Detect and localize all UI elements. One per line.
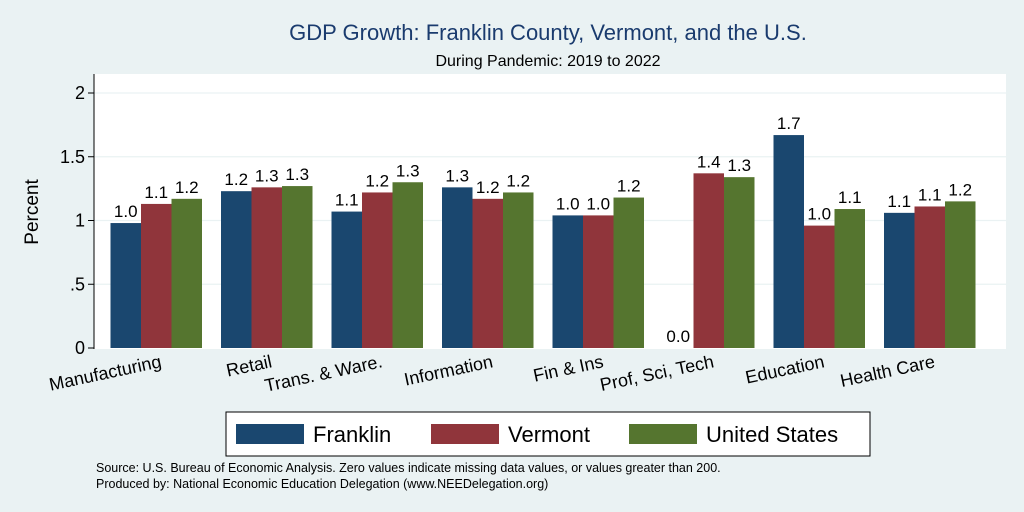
- value-label: 1.1: [918, 185, 942, 204]
- bar: [884, 212, 915, 348]
- source-note: Source: U.S. Bureau of Economic Analysis…: [96, 461, 721, 475]
- category-label: Health Care: [838, 351, 936, 391]
- bar: [171, 198, 202, 348]
- value-label: 1.0: [114, 202, 138, 221]
- y-ticks: 0 .5 1 1.5 2: [60, 83, 94, 358]
- bar: [472, 198, 503, 348]
- bar: [503, 192, 534, 348]
- bars: [110, 135, 976, 348]
- bar: [773, 135, 804, 348]
- bar: [724, 177, 755, 348]
- legend-swatch-united-states: [629, 424, 697, 444]
- value-label: 1.4: [697, 152, 721, 171]
- legend-label-united-states: United States: [706, 422, 838, 447]
- bar: [552, 215, 583, 348]
- legend-box: [225, 411, 871, 457]
- bar: [804, 225, 835, 348]
- value-label: 1.3: [255, 166, 279, 185]
- chart-subtitle: During Pandemic: 2019 to 2022: [435, 53, 660, 70]
- bar: [251, 187, 282, 348]
- category-label: Education: [744, 351, 826, 387]
- bar: [282, 186, 313, 348]
- legend-swatch-vermont: [431, 424, 499, 444]
- value-label: 1.1: [144, 183, 168, 202]
- category-label: Information: [402, 351, 494, 389]
- value-label: 1.3: [396, 161, 420, 180]
- value-label: 1.2: [948, 180, 972, 199]
- value-label: 1.2: [224, 170, 248, 189]
- bar: [693, 173, 724, 348]
- bar: [392, 182, 423, 348]
- value-label: 1.1: [887, 192, 911, 211]
- y-tick-label: 0: [75, 338, 85, 358]
- value-label: 1.2: [175, 178, 199, 197]
- value-label: 1.7: [777, 114, 801, 133]
- value-label: 1.3: [285, 165, 309, 184]
- value-label: 0.0: [666, 327, 690, 346]
- value-label: 1.0: [807, 205, 831, 224]
- bar: [331, 211, 362, 348]
- bar: [945, 201, 976, 348]
- category-label: Fin & Ins: [531, 351, 605, 385]
- bar: [141, 203, 172, 348]
- value-label: 1.0: [556, 194, 580, 213]
- bar: [834, 209, 865, 348]
- bar: [442, 187, 473, 348]
- category-label: Prof, Sci, Tech: [598, 351, 715, 395]
- bar: [914, 206, 945, 348]
- y-tick-label: 2: [75, 83, 85, 103]
- value-label: 1.2: [476, 178, 500, 197]
- y-axis-label: Percent: [22, 179, 43, 245]
- produced-by-note: Produced by: National Economic Education…: [96, 477, 548, 491]
- legend-swatch-franklin: [236, 424, 304, 444]
- legend-label-franklin: Franklin: [313, 422, 391, 447]
- value-label: 1.2: [617, 177, 641, 196]
- legend: Franklin Vermont United States: [225, 411, 871, 457]
- value-label: 1.2: [506, 171, 530, 190]
- bar: [362, 192, 393, 348]
- value-label: 1.1: [838, 188, 862, 207]
- y-tick-label: 1: [75, 211, 85, 231]
- value-labels: 1.0 1.1 1.2 1.2 1.3 1.3 1.1 1.2 1.3 1.3 1.2 1.2 1.0 1…: [114, 114, 972, 346]
- category-label: Manufacturing: [47, 351, 163, 394]
- bar: [221, 191, 252, 348]
- value-label: 1.1: [335, 191, 359, 210]
- chart-title: GDP Growth: Franklin County, Vermont, an…: [289, 20, 807, 45]
- legend-label-vermont: Vermont: [508, 422, 590, 447]
- category-label: Trans. & Ware.: [263, 351, 384, 395]
- y-tick-label: .5: [70, 274, 85, 294]
- value-label: 1.3: [727, 156, 751, 175]
- bar: [110, 223, 141, 348]
- y-tick-label: 1.5: [60, 147, 85, 167]
- bar: [613, 197, 644, 348]
- bar: [583, 215, 614, 348]
- value-label: 1.2: [365, 171, 389, 190]
- value-label: 1.3: [445, 166, 469, 185]
- value-label: 1.0: [586, 194, 610, 213]
